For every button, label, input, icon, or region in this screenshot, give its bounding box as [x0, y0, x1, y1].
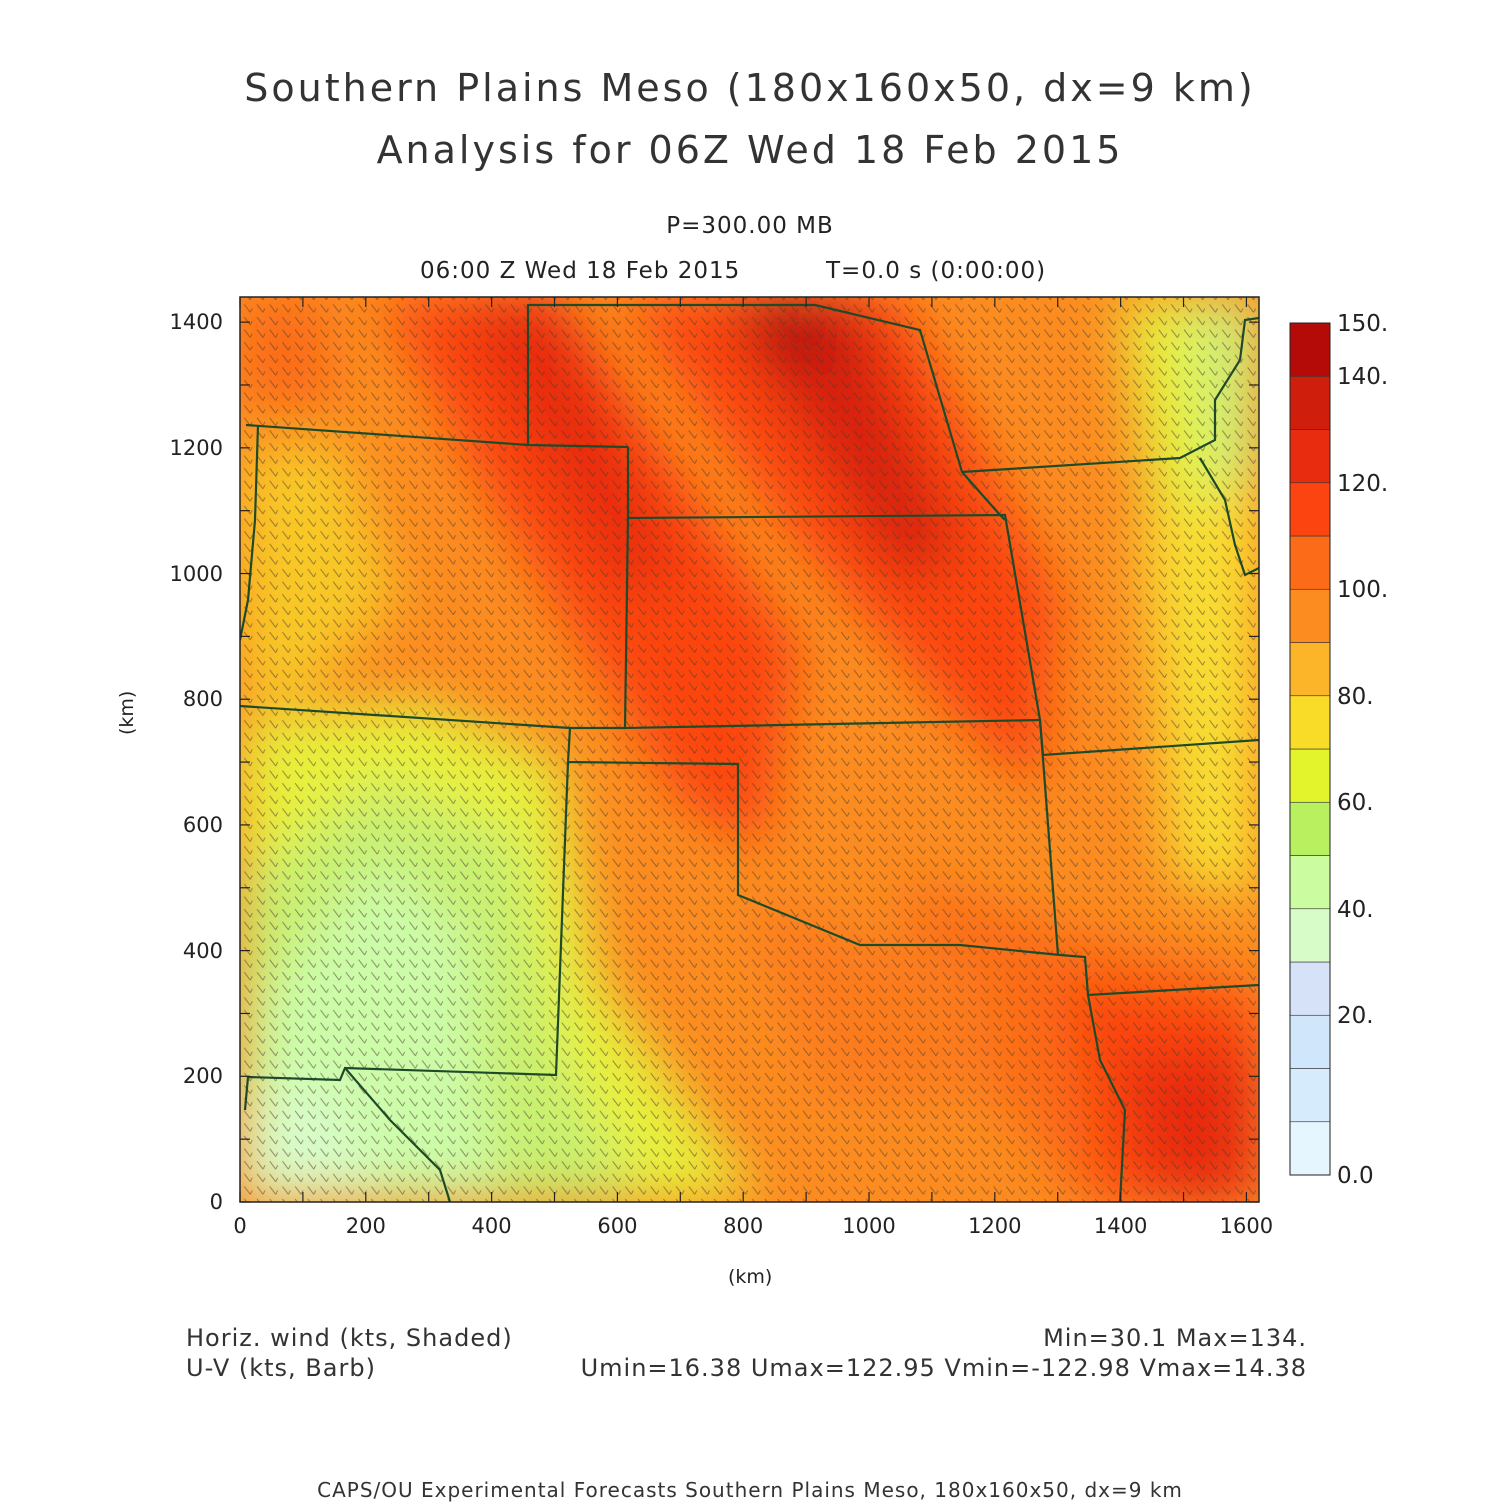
- x-tick-label: 600: [597, 1214, 638, 1238]
- y-tick-label: 1200: [169, 435, 223, 460]
- y-tick-label: 0: [209, 1190, 223, 1214]
- x-tick-label: 1200: [968, 1214, 1022, 1238]
- pressure-level: P=300.00 MB: [666, 213, 834, 239]
- colorbar-label: 20.: [1337, 1003, 1374, 1030]
- state-borders: [240, 303, 1259, 1202]
- y-tick-label: 600: [182, 812, 223, 837]
- y-tick-label: 1400: [169, 310, 223, 335]
- colorbar-swatch: [1289, 695, 1331, 750]
- footer-credit: CAPS/OU Experimental Forecasts Southern …: [317, 1478, 1183, 1502]
- colorbar-swatch: [1289, 588, 1331, 643]
- plot-frame: [239, 296, 1260, 1203]
- colorbar-label: 60.: [1337, 790, 1374, 817]
- title-line-2: Analysis for 06Z Wed 18 Feb 2015: [376, 128, 1124, 172]
- colorbar-swatch: [1289, 855, 1331, 910]
- forecast-time: T=0.0 s (0:00:00): [826, 258, 1047, 284]
- colorbar-swatch: [1289, 961, 1331, 1016]
- x-axis-unit: (km): [728, 1266, 773, 1288]
- y-tick-label: 200: [182, 1064, 223, 1089]
- colorbar-swatch: [1289, 322, 1331, 377]
- legend-barb-field: U-V (kts, Barb): [186, 1354, 376, 1382]
- colorbar-swatch: [1289, 482, 1331, 537]
- y-axis-unit: (km): [116, 690, 138, 735]
- x-tick-label: 200: [345, 1214, 386, 1238]
- x-tick-label: 1400: [1093, 1214, 1148, 1238]
- x-tick-label: 1600: [1219, 1214, 1274, 1238]
- colorbar-swatch: [1289, 801, 1331, 856]
- x-tick-label: 1000: [842, 1214, 896, 1238]
- colorbar-label: 120.: [1337, 470, 1389, 497]
- colorbar-label: 80.: [1337, 683, 1374, 710]
- y-tick-label: 1000: [169, 561, 223, 586]
- colorbar-swatch: [1289, 535, 1331, 590]
- colorbar-swatch: [1289, 642, 1331, 697]
- colorbar-swatch: [1289, 1121, 1331, 1176]
- colorbar-label: 0.0: [1337, 1163, 1374, 1189]
- legend-shaded-field: Horiz. wind (kts, Shaded): [186, 1324, 513, 1352]
- y-tick-label: 800: [182, 687, 223, 712]
- colorbar: [1289, 322, 1331, 1176]
- colorbar-swatch: [1289, 748, 1331, 803]
- colorbar-swatch: [1289, 908, 1331, 963]
- x-tick-label: 0: [233, 1214, 247, 1238]
- colorbar-swatch: [1289, 1014, 1331, 1069]
- colorbar-frame: [1289, 322, 1331, 1176]
- colorbar-label: 40.: [1337, 896, 1374, 923]
- colorbar-swatch: [1289, 375, 1331, 430]
- stats-uv-min-max: Umin=16.38 Umax=122.95 Vmin=-122.98 Vmax…: [580, 1354, 1307, 1382]
- y-tick-label: 400: [182, 938, 223, 963]
- shaded-wind-field: [240, 297, 1259, 1202]
- colorbar-swatch: [1289, 429, 1331, 484]
- title-line-1: Southern Plains Meso (180x160x50, dx=9 k…: [244, 66, 1256, 110]
- colorbar-label: 140.: [1337, 364, 1389, 391]
- stats-min-max: Min=30.1 Max=134.: [1043, 1324, 1307, 1352]
- colorbar-swatch: [1289, 1068, 1331, 1123]
- colorbar-label: 150.: [1337, 311, 1389, 337]
- x-tick-label: 800: [723, 1214, 764, 1238]
- valid-time: 06:00 Z Wed 18 Feb 2015: [420, 258, 741, 284]
- x-tick-label: 400: [471, 1214, 512, 1238]
- colorbar-label: 100.: [1337, 577, 1389, 604]
